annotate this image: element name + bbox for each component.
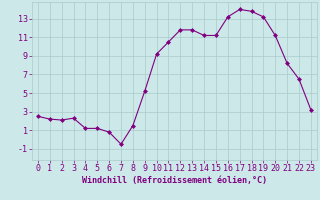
X-axis label: Windchill (Refroidissement éolien,°C): Windchill (Refroidissement éolien,°C) [82, 176, 267, 185]
